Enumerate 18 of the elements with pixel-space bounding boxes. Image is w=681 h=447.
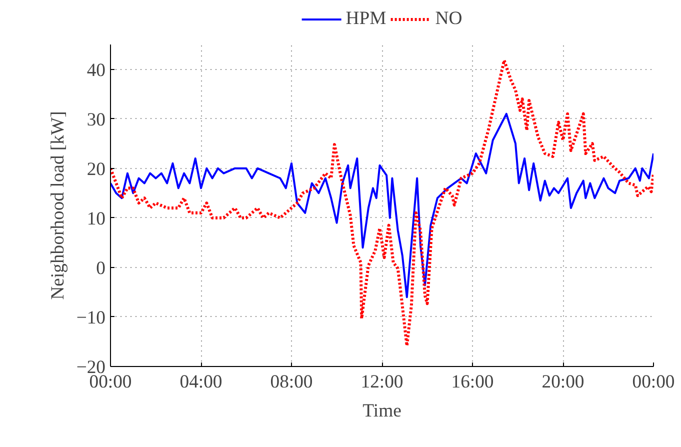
legend-label: HPM	[346, 8, 386, 30]
x-tick-label: 12:00	[360, 372, 404, 392]
y-tick-label: 0	[96, 258, 106, 279]
y-tick-label: 10	[86, 208, 106, 230]
y-tick-label: 30	[86, 109, 106, 130]
line-series	[110, 112, 654, 298]
x-axis-title: Time	[362, 400, 402, 422]
x-tick-label: 16:00	[451, 372, 494, 392]
y-axis-title: Neighborhood load [kW]	[47, 111, 68, 300]
x-tick-label: 08:00	[270, 372, 313, 392]
y-tick-label: −10	[76, 307, 106, 328]
line-series	[110, 58, 654, 348]
x-tick-label: 00:00	[632, 372, 675, 392]
y-tick-label: 20	[86, 158, 106, 180]
legend-label: NO	[435, 8, 462, 30]
x-tick-label: 20:00	[542, 372, 584, 392]
x-tick-label: 04:00	[180, 372, 222, 392]
y-tick-label: 40	[86, 60, 106, 81]
